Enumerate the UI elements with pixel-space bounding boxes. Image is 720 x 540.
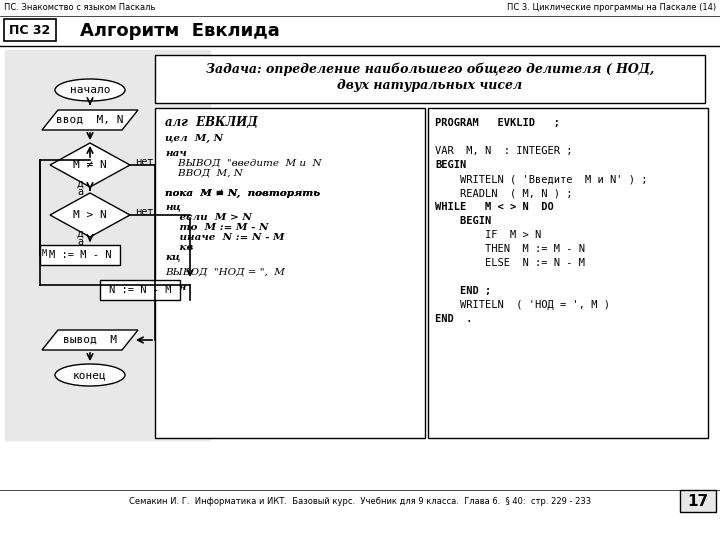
FancyBboxPatch shape [155,55,705,103]
Text: то  M := M - N: то M := M - N [165,222,269,232]
Bar [0,46,720,501]
Text: нет: нет [135,207,153,217]
Text: ПС. Знакомство с языком Паскаль: ПС. Знакомство с языком Паскаль [4,3,156,12]
Text: WHILE   M < > N  DO: WHILE M < > N DO [435,202,554,212]
Text: M > N: M > N [73,210,107,220]
Text: конец: конец [73,370,107,380]
Text: двух натуральных чисел: двух натуральных чисел [338,78,523,91]
Text: END  .: END . [435,314,472,324]
Bar [155,108,425,438]
Text: THEN  M := M - N: THEN M := M - N [435,244,585,254]
Text: нет: нет [135,157,153,167]
Text: ELSE  N := N - M: ELSE N := N - M [435,258,585,268]
Text: Алгоритм  Евклида: Алгоритм Евклида [80,22,280,40]
Text: начало: начало [70,85,110,95]
Text: ввод  M, N: ввод M, N [56,115,124,125]
Text: ПС 3. Циклические программы на Паскале (14): ПС 3. Циклические программы на Паскале (… [507,3,716,12]
FancyBboxPatch shape [680,490,716,512]
Bar [0,16,720,46]
Polygon shape [42,110,138,130]
Text: ВЫВОД  "введите  М и  N: ВЫВОД "введите М и N [165,159,322,167]
FancyBboxPatch shape [4,19,56,41]
Polygon shape [42,330,138,350]
Text: WRITELN ( 'Введите  М и N' ) ;: WRITELN ( 'Введите М и N' ) ; [435,174,647,184]
Text: иначе  N := N - M: иначе N := N - M [165,233,284,241]
Text: нач: нач [165,148,186,158]
Ellipse shape [55,364,125,386]
Text: END ;: END ; [435,286,491,296]
Text: Задача: определение наибольшего общего делителя ( НОД,: Задача: определение наибольшего общего д… [206,62,654,76]
Polygon shape [50,193,130,237]
Polygon shape [50,143,130,187]
Text: WRITELN  ( 'НОД = ', M ): WRITELN ( 'НОД = ', M ) [435,300,610,310]
Text: пока  M = N,  повторять: пока M = N, повторять [165,188,320,198]
Text: ВЫВОД  "НОД = ",  M: ВЫВОД "НОД = ", M [165,267,285,276]
Text: IF  M > N: IF M > N [435,230,541,240]
Bar [0,0,720,16]
Text: кц: кц [165,253,181,261]
Text: M := M - N: M := M - N [49,250,112,260]
Text: VAR  M, N  : INTEGER ;: VAR M, N : INTEGER ; [435,146,572,156]
Text: BEGIN: BEGIN [435,216,491,226]
Text: BEGIN: BEGIN [435,160,467,170]
Bar [100,280,180,300]
Text: М: М [42,248,47,258]
Text: M ≠ N: M ≠ N [73,160,107,170]
Bar [40,245,120,265]
Text: д: д [76,179,84,189]
Text: кон: кон [165,282,186,292]
Text: N := N - M: N := N - M [109,285,171,295]
Text: д: д [76,229,84,239]
FancyBboxPatch shape [428,108,708,438]
Text: нц: нц [165,202,181,212]
Ellipse shape [55,79,125,101]
Text: вывод  М: вывод М [63,335,117,345]
Text: а: а [77,187,83,197]
Bar [5,50,210,440]
Text: если  M > N: если M > N [165,213,252,221]
Text: READLN  ( M, N ) ;: READLN ( M, N ) ; [435,188,572,198]
Text: ВВОД  M, N: ВВОД M, N [165,168,243,178]
Text: а: а [77,237,83,247]
Text: Семакин И. Г.  Информатика и ИКТ.  Базовый курс.  Учебник для 9 класса.  Глава 6: Семакин И. Г. Информатика и ИКТ. Базовый… [129,497,591,507]
FancyBboxPatch shape [155,108,425,438]
Text: PROGRAM   EVKLID   ;: PROGRAM EVKLID ; [435,118,560,128]
Text: цел  M, N: цел M, N [165,133,223,143]
Text: кв: кв [165,242,194,252]
Text: 17: 17 [688,494,708,509]
Text: пока  M ≠ N,  повторять: пока M ≠ N, повторять [165,188,320,198]
Text: алг  ЕВКЛИД: алг ЕВКЛИД [165,117,258,130]
Text: ПС 32: ПС 32 [9,24,50,37]
